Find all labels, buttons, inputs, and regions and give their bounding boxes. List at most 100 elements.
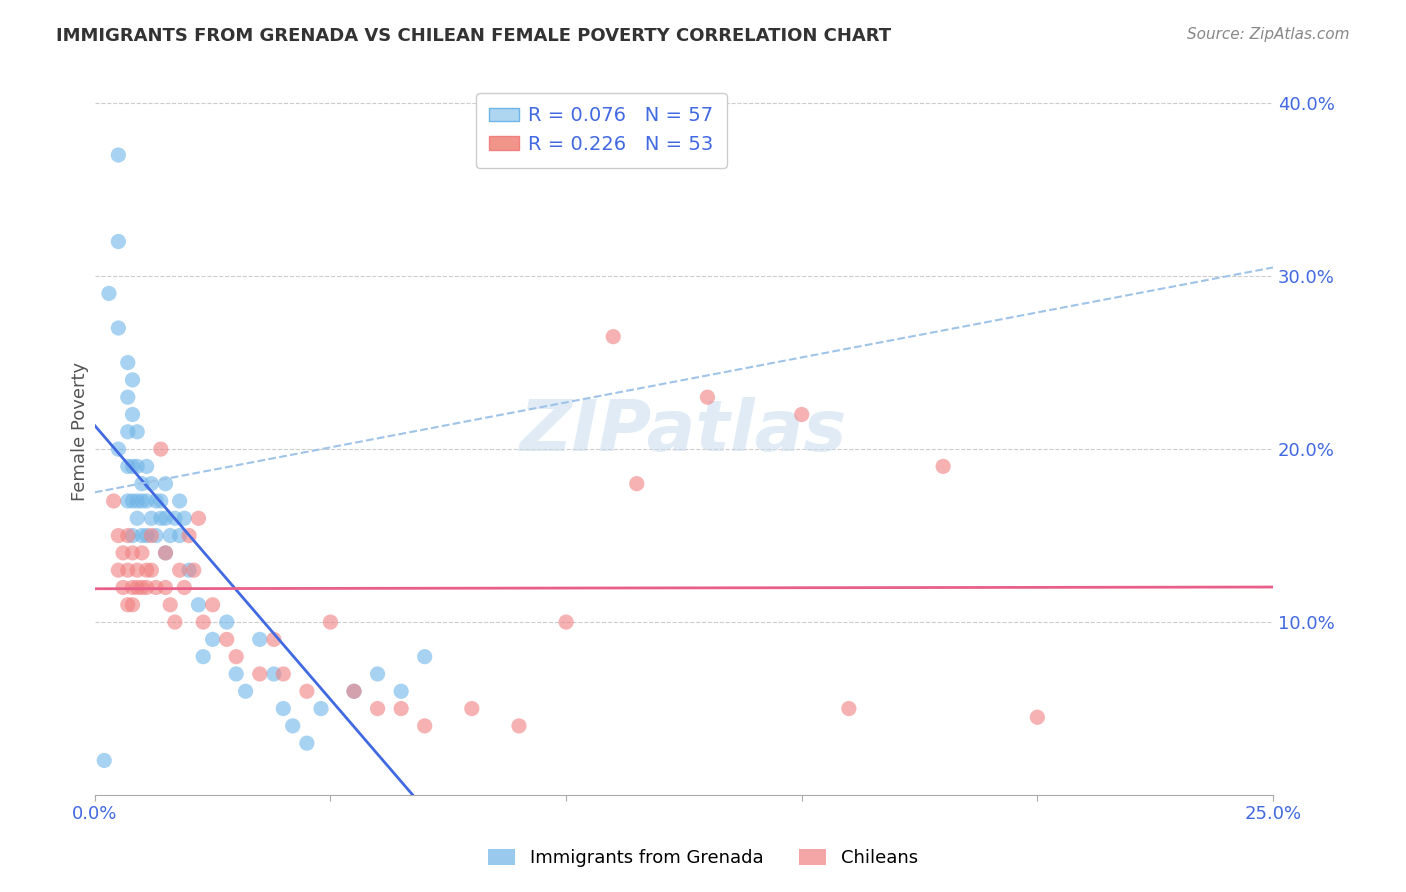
Point — [309, 701, 332, 715]
Point — [141, 476, 163, 491]
Point — [461, 701, 484, 715]
Point — [163, 511, 186, 525]
Point — [121, 528, 143, 542]
Point — [117, 563, 139, 577]
Point — [93, 754, 115, 768]
Point — [121, 581, 143, 595]
Point — [135, 459, 157, 474]
Point — [127, 511, 149, 525]
Point — [790, 408, 813, 422]
Point — [135, 494, 157, 508]
Point — [141, 511, 163, 525]
Point — [281, 719, 304, 733]
Point — [602, 329, 624, 343]
Point — [145, 494, 167, 508]
Point — [389, 684, 412, 698]
Point — [508, 719, 530, 733]
Point — [183, 563, 205, 577]
Point — [169, 494, 191, 508]
Point — [107, 442, 129, 456]
Point — [249, 667, 271, 681]
Point — [127, 581, 149, 595]
Point — [127, 563, 149, 577]
Point — [235, 684, 257, 698]
Point — [389, 701, 412, 715]
Point — [932, 459, 955, 474]
Point — [145, 581, 167, 595]
Point — [155, 476, 177, 491]
Point — [163, 615, 186, 629]
Point — [225, 667, 247, 681]
Point — [131, 546, 153, 560]
Point — [319, 615, 342, 629]
Point — [696, 390, 718, 404]
Point — [112, 581, 135, 595]
Point — [149, 494, 172, 508]
Point — [295, 736, 318, 750]
Point — [149, 442, 172, 456]
Point — [838, 701, 860, 715]
Point — [159, 528, 181, 542]
Point — [107, 148, 129, 162]
Point — [131, 528, 153, 542]
Point — [173, 511, 195, 525]
Point — [107, 563, 129, 577]
Point — [117, 459, 139, 474]
Point — [201, 598, 224, 612]
Point — [127, 425, 149, 439]
Point — [127, 459, 149, 474]
Point — [131, 476, 153, 491]
Point — [155, 546, 177, 560]
Point — [117, 528, 139, 542]
Point — [107, 321, 129, 335]
Point — [295, 684, 318, 698]
Point — [343, 684, 366, 698]
Point — [121, 373, 143, 387]
Point — [413, 649, 436, 664]
Point — [177, 528, 200, 542]
Point — [117, 390, 139, 404]
Point — [169, 528, 191, 542]
Point — [555, 615, 578, 629]
Point — [225, 649, 247, 664]
Point — [177, 563, 200, 577]
Point — [173, 581, 195, 595]
Point — [155, 581, 177, 595]
Point — [145, 528, 167, 542]
Point — [626, 476, 648, 491]
Point — [141, 528, 163, 542]
Point — [131, 581, 153, 595]
Point — [413, 719, 436, 733]
Point — [97, 286, 120, 301]
Text: Source: ZipAtlas.com: Source: ZipAtlas.com — [1187, 27, 1350, 42]
Legend: R = 0.076   N = 57, R = 0.226   N = 53: R = 0.076 N = 57, R = 0.226 N = 53 — [475, 93, 727, 168]
Point — [193, 649, 215, 664]
Point — [159, 598, 181, 612]
Point — [169, 563, 191, 577]
Point — [367, 701, 389, 715]
Point — [117, 355, 139, 369]
Point — [193, 615, 215, 629]
Point — [117, 425, 139, 439]
Point — [1026, 710, 1049, 724]
Point — [187, 598, 209, 612]
Point — [141, 563, 163, 577]
Point — [117, 494, 139, 508]
Point — [121, 459, 143, 474]
Point — [135, 581, 157, 595]
Point — [121, 494, 143, 508]
Y-axis label: Female Poverty: Female Poverty — [72, 362, 89, 501]
Point — [121, 598, 143, 612]
Point — [121, 546, 143, 560]
Point — [155, 546, 177, 560]
Point — [121, 408, 143, 422]
Text: IMMIGRANTS FROM GRENADA VS CHILEAN FEMALE POVERTY CORRELATION CHART: IMMIGRANTS FROM GRENADA VS CHILEAN FEMAL… — [56, 27, 891, 45]
Point — [263, 667, 285, 681]
Text: ZIPatlas: ZIPatlas — [520, 397, 848, 467]
Point — [135, 528, 157, 542]
Point — [135, 563, 157, 577]
Legend: Immigrants from Grenada, Chileans: Immigrants from Grenada, Chileans — [481, 841, 925, 874]
Point — [201, 632, 224, 647]
Point — [127, 494, 149, 508]
Point — [131, 494, 153, 508]
